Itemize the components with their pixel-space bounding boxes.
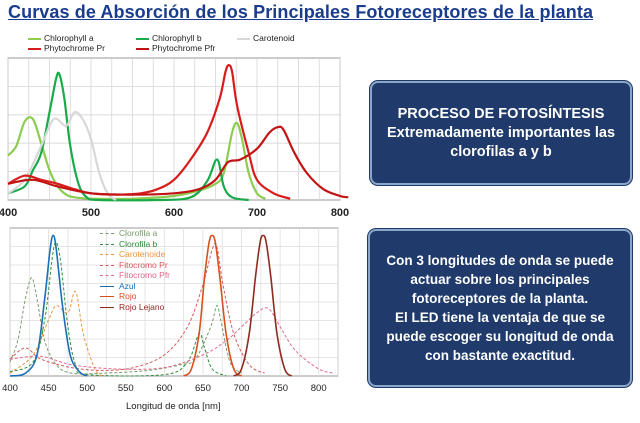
x-tick-label: 600 [156, 383, 172, 394]
chart1-ticks: 400 500 600 700 800 [0, 207, 349, 219]
plot-frame [9, 227, 339, 377]
box2-line1: Con 3 longitudes de onda se puede [386, 253, 614, 268]
legend-swatch [100, 233, 114, 235]
box1-line2: Extremadamente importantes las [386, 124, 616, 141]
legend-swatch [100, 306, 114, 308]
x-tick-label: 800 [311, 383, 327, 394]
legend-label: Carotenoid [253, 33, 295, 43]
legend-swatch [100, 243, 114, 245]
series-line-7 [233, 234, 293, 377]
legend-swatch [136, 47, 149, 50]
box1-line1: PROCESO DE FOTOSÍNTESIS [397, 105, 605, 122]
series-line-2 [7, 111, 117, 201]
legend-item-azul: Azul [100, 281, 170, 292]
x-tick-label: 650 [195, 383, 211, 394]
x-tick-label: 400 [2, 383, 18, 394]
legend-label: Carotenoide [119, 249, 166, 259]
chart1-series [7, 63, 349, 202]
legend-item-chlorophyll-a: Chlorophyll a [28, 33, 94, 43]
led-wavelength-box: Con 3 longitudes de onda se puede actuar… [368, 229, 632, 387]
legend-item-carotenoid: Carotenoid [237, 33, 295, 43]
legend-item-carotenoide: Carotenoide [100, 249, 170, 260]
chart1-grid [7, 57, 341, 201]
x-tick-label: 450 [41, 383, 57, 394]
legend-label: Chlorophyll b [152, 33, 202, 43]
page-title: Curvas de Absorción de los Principales F… [8, 2, 594, 22]
legend-swatch [100, 264, 114, 266]
legend-item-rojo: Rojo [100, 291, 170, 302]
x-tick-label: 550 [118, 383, 134, 394]
series-line-2 [9, 290, 103, 377]
legend-label: Clorofila b [119, 238, 158, 249]
legend-label: Phytochrome Pr [44, 43, 105, 53]
chart2-series [9, 234, 335, 377]
x-tick-label: 600 [165, 207, 183, 219]
box2-line5: puede escoger su longitud de onda [386, 329, 614, 344]
legend-swatch [100, 296, 114, 298]
box2-line2: actuar sobre los principales [410, 272, 590, 287]
legend-swatch [28, 37, 41, 40]
x-tick-label: 700 [248, 207, 266, 219]
legend-swatch [136, 37, 149, 40]
series-line-4 [9, 307, 335, 374]
legend-label: Azul [119, 280, 136, 291]
legend-swatch [100, 254, 114, 256]
legend-item-phytochrome-pfr: Phytochrome Pfr [136, 43, 215, 53]
chart2-legend: Clorofila a Clorofila b Carotenoide Fito… [100, 228, 170, 312]
legend-item-chlorophyll-b: Chlorophyll b [136, 33, 202, 43]
x-tick-label: 500 [82, 207, 100, 219]
box2-line3: fotoreceptores de la planta. [411, 291, 589, 306]
photosynthesis-box: PROCESO DE FOTOSÍNTESIS Extremadamente i… [370, 81, 632, 185]
series-line-6 [183, 234, 243, 377]
x-tick-label: 800 [331, 207, 349, 219]
series-line-1 [7, 71, 249, 202]
legend-label: Rojo [119, 291, 137, 301]
legend-label: Clorofila a [119, 228, 158, 238]
x-tick-label: 500 [79, 383, 95, 394]
legend-swatch [100, 285, 114, 287]
series-line-0 [7, 116, 266, 201]
legend-item-clorofila-a: Clorofila a [100, 228, 170, 239]
legend-swatch [28, 47, 41, 50]
plot-frame [7, 57, 341, 201]
legend-item-fitocromo-pr: Fitocromo Pr [100, 260, 170, 271]
chart2-grid [9, 227, 339, 377]
legend-item-clorofila-b: Clorofila b [100, 239, 170, 250]
legend-label: Phytochrome Pfr [152, 43, 216, 53]
series-line-4 [7, 125, 349, 199]
chart2-x-axis-label: Longitud de onda [nm] [126, 401, 221, 412]
legend-item-rojo-lejano: Rojo Lejano [100, 302, 170, 313]
legend-label: Chlorophyll a [44, 33, 94, 43]
legend-swatch [237, 37, 250, 40]
x-tick-label: 750 [272, 383, 288, 394]
legend-label: Rojo Lejano [119, 301, 165, 312]
box1-line3: clorofilas a y b [450, 143, 552, 160]
legend-swatch [100, 275, 114, 277]
chart1-legend: Chlorophyll a Chlorophyll b Carotenoid P… [0, 0, 640, 60]
legend-item-phytochrome-pr: Phytochrome Pr [28, 43, 105, 53]
box2-line4: El LED tiene la ventaja de que se [394, 310, 606, 325]
x-tick-label: 700 [234, 383, 250, 394]
legend-item-fitocromo-pfr: Fitocromo Pfr [100, 270, 170, 281]
series-line-3 [7, 63, 291, 200]
legend-label: Fitocromo Pr [119, 259, 168, 270]
legend-label: Fitocromo Pfr [119, 270, 171, 280]
box2-line6: con bastante exactitud. [424, 348, 576, 363]
series-line-5 [9, 234, 88, 377]
chart2-ticks: 400 450 500 550 600 650 700 750 800 [2, 383, 327, 394]
x-tick-label: 400 [0, 207, 17, 219]
